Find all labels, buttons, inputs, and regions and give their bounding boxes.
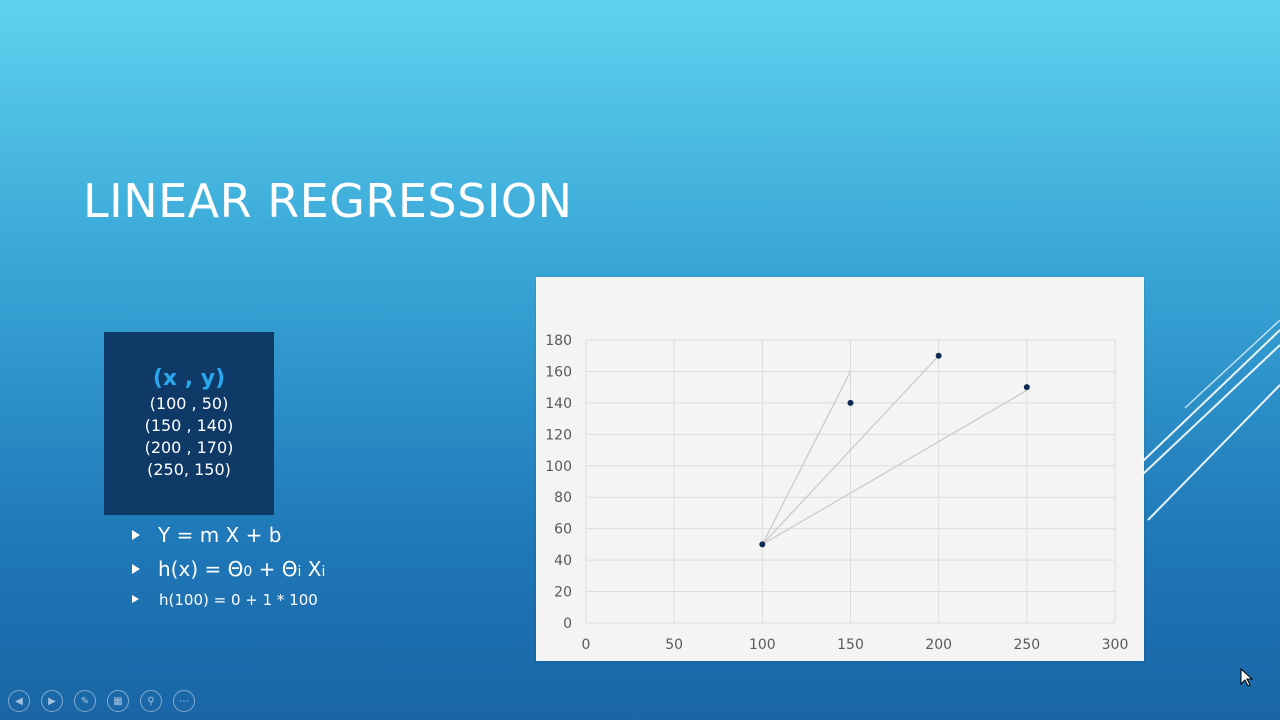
point-pair: (250, 150) [147, 460, 231, 479]
point-pair: (150 , 140) [144, 416, 234, 435]
mouse-cursor-icon [1240, 668, 1254, 687]
bullet-arrow-icon [132, 529, 140, 540]
x-tick-label: 200 [925, 637, 952, 653]
data-point [847, 399, 854, 406]
bullet-arrow-icon [132, 594, 139, 603]
bullet-text: Y = m X + b [158, 523, 282, 547]
points-box: (x , y) (100 , 50) (150 , 140) (200 , 17… [104, 332, 274, 515]
x-tick-label: 50 [665, 637, 683, 653]
data-point [935, 352, 942, 359]
points-header: (x , y) [152, 366, 226, 391]
point-pair: (100 , 50) [149, 394, 229, 413]
pen-icon[interactable]: ✎ [74, 690, 96, 712]
zoom-icon[interactable]: ⚲ [140, 690, 162, 712]
chart-svg: 0 20 40 60 80 100 120 140 160 180 0 50 100 150 200 250 3… [545, 333, 1129, 653]
bullet-arrow-icon [132, 563, 140, 574]
slide-title: LINEAR REGRESSION [83, 174, 573, 228]
y-tick-label: 140 [545, 396, 572, 412]
more-icon[interactable]: ⋯ [173, 690, 195, 712]
formula-part: X [301, 557, 322, 581]
formula-part: h(x) = Θ [158, 557, 244, 581]
bullet-item: h(100) = 0 + 1 * 100 [132, 591, 318, 609]
scatter-chart: 0 20 40 60 80 100 120 140 160 180 0 50 100 150 200 250 3… [536, 277, 1144, 661]
y-tick-label: 80 [554, 490, 572, 506]
y-tick-label: 0 [563, 616, 572, 632]
x-tick-label: 150 [837, 637, 864, 653]
back-icon[interactable]: ◀ [8, 690, 30, 712]
y-tick-label: 180 [545, 333, 572, 349]
formula-subscript: i [321, 564, 326, 580]
formula-subscript: 0 [243, 564, 253, 580]
data-point [1023, 384, 1030, 391]
x-tick-label: 100 [749, 637, 776, 653]
points-list: (100 , 50) (150 , 140) (200 , 170) (250,… [104, 393, 274, 481]
y-tick-label: 100 [545, 459, 572, 475]
hypothesis-line [761, 355, 940, 545]
forward-icon[interactable]: ▶ [41, 690, 63, 712]
slides-icon[interactable]: ▦ [107, 690, 129, 712]
slideshow-nav: ◀ ▶ ✎ ▦ ⚲ ⋯ [8, 690, 195, 712]
y-tick-label: 60 [554, 522, 572, 538]
hypothesis-line [761, 371, 852, 545]
formula-subscript: i [297, 564, 302, 580]
bullet-text-formula: h(x) = Θ0 + Θi Xi [158, 557, 325, 581]
x-tick-label: 250 [1013, 637, 1040, 653]
x-tick-label: 0 [582, 637, 591, 653]
formula-part: + Θ [252, 557, 298, 581]
data-point [759, 541, 766, 548]
bullet-text: h(100) = 0 + 1 * 100 [159, 591, 318, 609]
decorative-lines [1141, 319, 1280, 521]
y-tick-label: 160 [545, 364, 572, 380]
bullet-item: Y = m X + b [132, 523, 281, 547]
y-tick-label: 20 [554, 585, 572, 601]
hypothesis-line [762, 389, 1028, 545]
y-tick-label: 40 [554, 553, 572, 569]
point-pair: (200 , 170) [144, 438, 234, 457]
bullet-item: h(x) = Θ0 + Θi Xi [132, 557, 325, 581]
y-tick-label: 120 [545, 427, 572, 443]
x-tick-label: 300 [1102, 637, 1129, 653]
